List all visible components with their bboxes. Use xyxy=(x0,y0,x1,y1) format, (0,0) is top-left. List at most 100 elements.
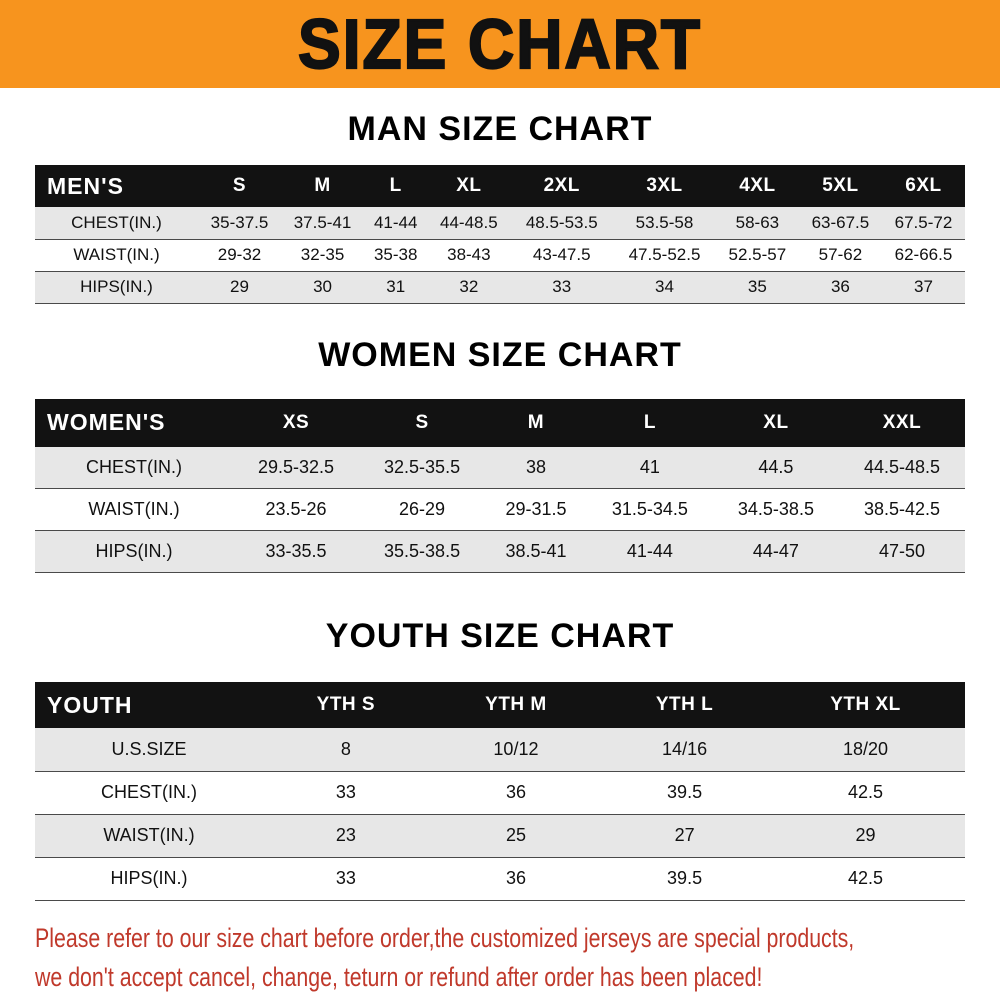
size-cell: 36 xyxy=(428,771,604,815)
column-header: 4XL xyxy=(715,165,799,207)
size-cell: 36 xyxy=(428,857,604,901)
size-cell: 35 xyxy=(715,271,799,304)
table-row: HIPS(IN.) 29 30 31 32 33 34 35 36 37 xyxy=(35,271,965,304)
women-section-heading: WOMEN SIZE CHART xyxy=(318,335,682,374)
table-row: WAIST(IN.) 23 25 27 29 xyxy=(35,814,965,858)
size-cell: 36 xyxy=(798,271,882,304)
table-row: WAIST(IN.) 23.5-26 26-29 29-31.5 31.5-34.5 34… xyxy=(35,488,965,531)
size-cell: 31 xyxy=(364,271,428,304)
size-cell: 33 xyxy=(510,271,614,304)
size-cell: 47.5-52.5 xyxy=(613,239,716,272)
size-cell: 38-43 xyxy=(427,239,511,272)
row-label: HIPS(IN.) xyxy=(35,857,263,901)
size-cell: 23.5-26 xyxy=(233,488,360,531)
column-header: S xyxy=(359,398,486,447)
size-cell: 26-29 xyxy=(359,488,486,531)
size-cell: 29-32 xyxy=(198,239,282,272)
column-header: YTH XL xyxy=(766,682,965,728)
size-cell: 53.5-58 xyxy=(613,207,716,240)
size-cell: 52.5-57 xyxy=(715,239,799,272)
row-label: HIPS(IN.) xyxy=(35,530,233,573)
youth-size-table: YOUTH YTH S YTH M YTH L YTH XL U.S.SIZE 8 10/12… xyxy=(35,682,965,901)
column-header: XL xyxy=(427,165,511,207)
row-label: CHEST(IN.) xyxy=(35,207,198,240)
banner-title: SIZE CHART xyxy=(297,4,702,84)
row-label: WAIST(IN.) xyxy=(35,239,198,272)
table-label: WOMEN'S xyxy=(35,398,233,447)
size-cell: 42.5 xyxy=(766,771,965,815)
size-cell: 37.5-41 xyxy=(281,207,365,240)
column-header: L xyxy=(364,165,428,207)
size-cell: 14/16 xyxy=(603,728,766,772)
footer-line-2: we don't accept cancel, change, teturn o… xyxy=(35,961,763,992)
size-cell: 18/20 xyxy=(766,728,965,772)
row-label: HIPS(IN.) xyxy=(35,271,198,304)
table-label: MEN'S xyxy=(35,165,198,207)
table-header-row: YOUTH YTH S YTH M YTH L YTH XL xyxy=(35,682,965,728)
column-header: M xyxy=(485,398,587,447)
size-cell: 33 xyxy=(263,857,429,901)
footer-line-1: Please refer to our size chart before or… xyxy=(35,922,855,953)
row-label: WAIST(IN.) xyxy=(35,488,233,531)
column-header: 5XL xyxy=(798,165,882,207)
size-cell: 44.5 xyxy=(712,446,839,489)
table-header-row: MEN'S S M L XL 2XL 3XL 4XL 5XL 6XL xyxy=(35,165,965,207)
size-cell: 37 xyxy=(881,271,965,304)
size-cell: 38.5-41 xyxy=(485,530,587,573)
size-cell: 44-48.5 xyxy=(427,207,511,240)
column-header: 6XL xyxy=(881,165,965,207)
size-cell: 67.5-72 xyxy=(881,207,965,240)
size-cell: 41-44 xyxy=(586,530,713,573)
row-label: CHEST(IN.) xyxy=(35,446,233,489)
column-header: 2XL xyxy=(510,165,614,207)
size-cell: 29 xyxy=(198,271,282,304)
size-cell: 48.5-53.5 xyxy=(510,207,614,240)
column-header: XS xyxy=(233,398,360,447)
men-size-section: MAN SIZE CHART MEN'S S M L XL 2XL 3XL 4XL 5XL 6XL… xyxy=(0,88,1000,304)
size-cell: 34 xyxy=(613,271,716,304)
size-cell: 34.5-38.5 xyxy=(712,488,839,531)
size-cell: 25 xyxy=(428,814,604,858)
size-chart-banner: SIZE CHART xyxy=(0,0,1000,88)
table-row: CHEST(IN.) 29.5-32.5 32.5-35.5 38 41 44.5 44.5… xyxy=(35,446,965,489)
size-cell: 32.5-35.5 xyxy=(359,446,486,489)
column-header: YTH L xyxy=(603,682,766,728)
youth-section-heading: YOUTH SIZE CHART xyxy=(325,617,675,655)
size-cell: 8 xyxy=(263,728,429,772)
column-header: L xyxy=(586,398,713,447)
size-cell: 30 xyxy=(281,271,365,304)
size-cell: 57-62 xyxy=(798,239,882,272)
row-label: CHEST(IN.) xyxy=(35,771,263,815)
size-cell: 38.5-42.5 xyxy=(838,488,965,531)
size-cell: 29 xyxy=(766,814,965,858)
size-cell: 23 xyxy=(263,814,429,858)
table-row: CHEST(IN.) 33 36 39.5 42.5 xyxy=(35,771,965,815)
table-row: HIPS(IN.) 33 36 39.5 42.5 xyxy=(35,857,965,901)
men-section-heading: MAN SIZE CHART xyxy=(347,110,653,148)
column-header: S xyxy=(198,165,282,207)
size-cell: 35-38 xyxy=(364,239,428,272)
size-cell: 41 xyxy=(586,446,713,489)
youth-size-section: YOUTH SIZE CHART YOUTH YTH S YTH M YTH L YTH… xyxy=(0,573,1000,901)
size-cell: 33-35.5 xyxy=(233,530,360,573)
size-cell: 33 xyxy=(263,771,429,815)
table-row: U.S.SIZE 8 10/12 14/16 18/20 xyxy=(35,728,965,772)
size-cell: 35-37.5 xyxy=(198,207,282,240)
column-header: 3XL xyxy=(613,165,716,207)
table-row: HIPS(IN.) 33-35.5 35.5-38.5 38.5-41 41-44 44-… xyxy=(35,530,965,573)
size-cell: 44.5-48.5 xyxy=(838,446,965,489)
table-row: CHEST(IN.) 35-37.5 37.5-41 41-44 44-48.5 48.5… xyxy=(35,207,965,240)
column-header: M xyxy=(281,165,365,207)
column-header: YTH M xyxy=(428,682,604,728)
column-header: XXL xyxy=(838,398,965,447)
men-size-table: MEN'S S M L XL 2XL 3XL 4XL 5XL 6XL CHEST(IN.) 35-37… xyxy=(35,165,965,304)
women-size-table: WOMEN'S XS S M L XL XXL CHEST(IN.) 29.5-32.5 32.5… xyxy=(35,398,965,573)
size-cell: 38 xyxy=(485,446,587,489)
size-cell: 32-35 xyxy=(281,239,365,272)
women-size-section: WOMEN SIZE CHART WOMEN'S XS S M L XL XXL CHEST(… xyxy=(0,304,1000,573)
size-cell: 63-67.5 xyxy=(798,207,882,240)
row-label: U.S.SIZE xyxy=(35,728,263,772)
size-cell: 39.5 xyxy=(603,857,766,901)
size-cell: 43-47.5 xyxy=(510,239,614,272)
size-cell: 42.5 xyxy=(766,857,965,901)
